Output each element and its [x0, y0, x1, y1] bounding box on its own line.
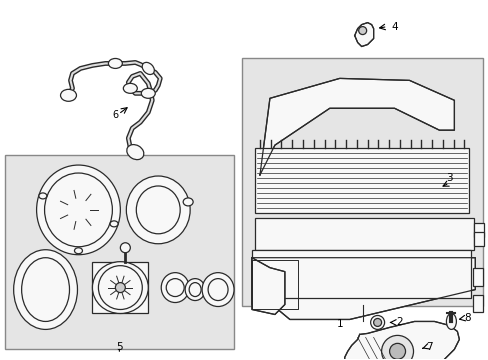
- Polygon shape: [251, 258, 285, 315]
- Ellipse shape: [21, 258, 69, 321]
- Text: 1: 1: [336, 319, 343, 329]
- Bar: [242, 58, 482, 306]
- Ellipse shape: [389, 343, 405, 359]
- Bar: [473, 232, 483, 246]
- Bar: [472, 294, 482, 312]
- Bar: [472, 268, 482, 285]
- Ellipse shape: [136, 186, 180, 234]
- Text: 4: 4: [390, 22, 397, 32]
- Bar: [5, 155, 234, 349]
- Ellipse shape: [37, 165, 120, 255]
- Ellipse shape: [185, 279, 204, 301]
- Ellipse shape: [161, 273, 189, 302]
- Ellipse shape: [142, 62, 154, 75]
- Ellipse shape: [208, 279, 227, 301]
- Ellipse shape: [92, 262, 148, 314]
- Bar: [473, 223, 483, 237]
- Polygon shape: [251, 258, 474, 319]
- Text: 2: 2: [395, 318, 402, 328]
- Ellipse shape: [98, 266, 142, 310]
- Polygon shape: [354, 23, 373, 46]
- Ellipse shape: [74, 248, 82, 254]
- Ellipse shape: [370, 315, 384, 329]
- Text: 3: 3: [445, 173, 452, 183]
- Ellipse shape: [358, 27, 366, 35]
- Ellipse shape: [126, 176, 190, 244]
- Ellipse shape: [183, 198, 193, 206]
- Ellipse shape: [373, 319, 381, 327]
- Ellipse shape: [141, 88, 155, 98]
- Ellipse shape: [110, 221, 118, 227]
- Ellipse shape: [123, 84, 137, 93]
- Bar: [254, 148, 468, 213]
- Ellipse shape: [115, 283, 125, 293]
- Polygon shape: [344, 321, 458, 360]
- Text: 7: 7: [425, 342, 432, 352]
- Text: 8: 8: [463, 314, 470, 324]
- Ellipse shape: [166, 279, 184, 297]
- Ellipse shape: [120, 243, 130, 253]
- Ellipse shape: [126, 145, 143, 159]
- Bar: [254, 218, 473, 250]
- Ellipse shape: [189, 283, 201, 297]
- Ellipse shape: [202, 273, 234, 306]
- Bar: [251, 250, 470, 298]
- Polygon shape: [260, 78, 453, 175]
- Ellipse shape: [39, 193, 47, 199]
- Ellipse shape: [381, 336, 413, 360]
- Ellipse shape: [61, 89, 76, 101]
- Ellipse shape: [446, 314, 455, 329]
- Ellipse shape: [14, 250, 77, 329]
- Text: 6: 6: [112, 110, 118, 120]
- Ellipse shape: [44, 173, 112, 247]
- Bar: [92, 262, 148, 314]
- Text: 5: 5: [116, 342, 122, 352]
- Ellipse shape: [108, 58, 122, 68]
